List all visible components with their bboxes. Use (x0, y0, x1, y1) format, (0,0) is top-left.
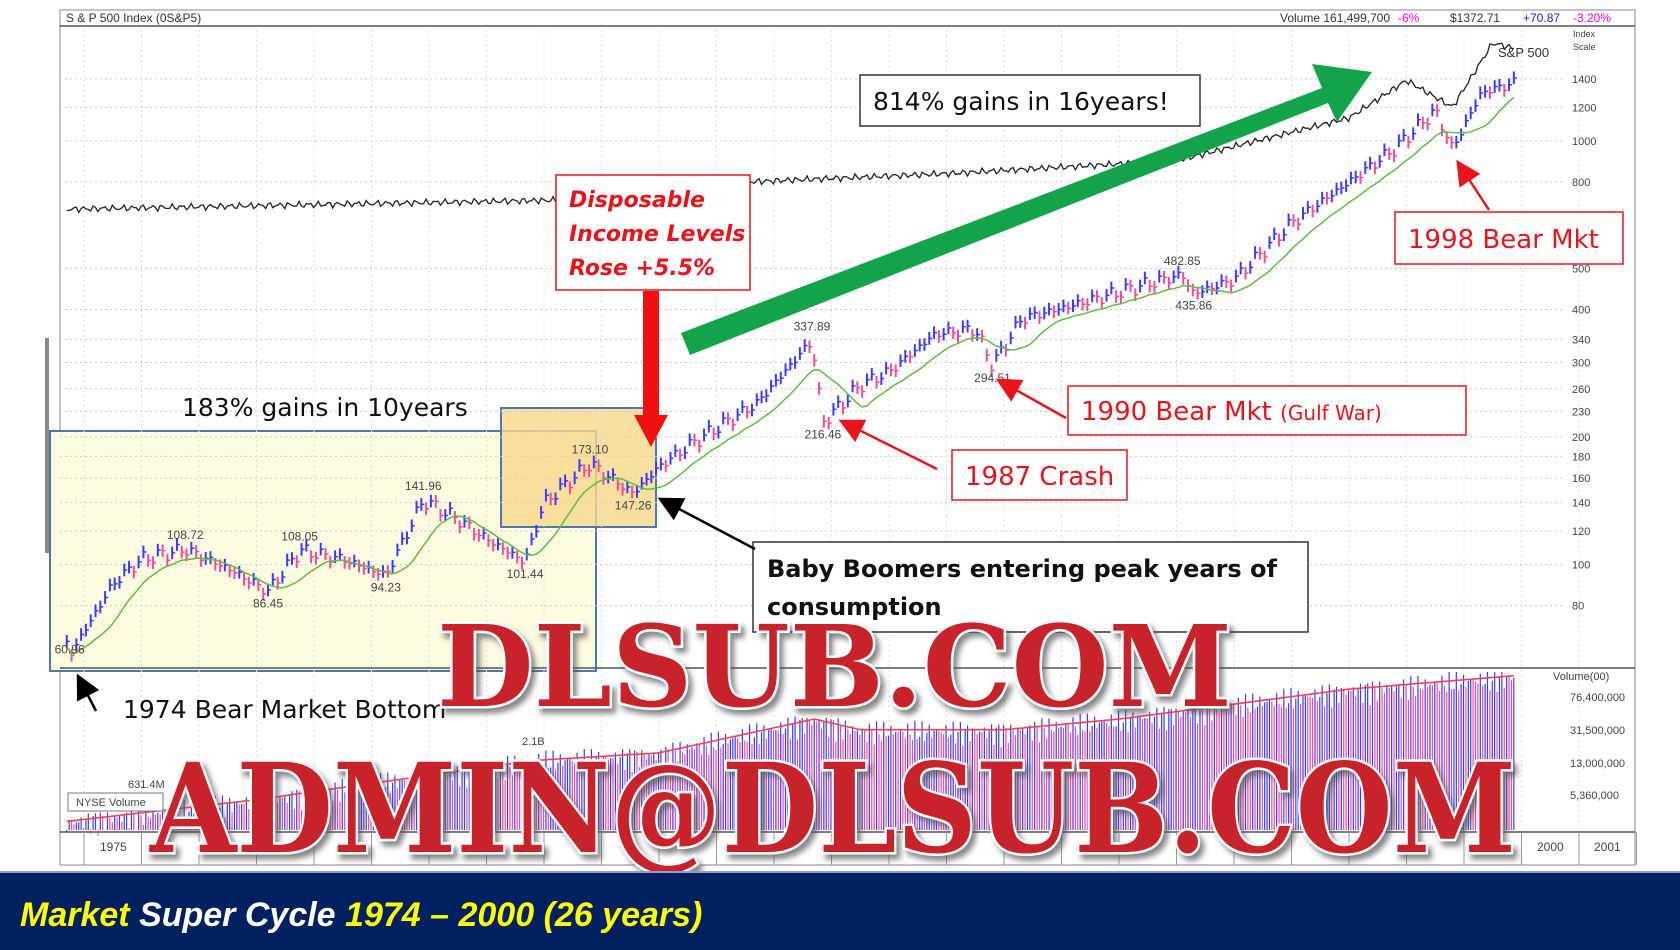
x-tick-label: 2001 (1594, 840, 1621, 854)
price-point-label: 216.46 (805, 427, 842, 441)
bear-bottom-text: 1974 Bear Market Bottom (123, 695, 446, 724)
y-tick-label: 1000 (1572, 136, 1596, 148)
price-point-label: 482.85 (1164, 254, 1201, 268)
bear-1998-box (1394, 211, 1624, 265)
nyse-volume-tag (67, 792, 164, 812)
footer-band (0, 871, 1680, 950)
y-tick-label: 800 (1572, 177, 1590, 189)
left-scroll-handle[interactable] (45, 338, 49, 553)
volume-axis-label: Volume(00) (1553, 671, 1609, 683)
bear-1998-arrow (1456, 159, 1491, 211)
bear-1990-box (1067, 385, 1467, 436)
volume-annotation: 2.1B (522, 736, 545, 748)
relative-line-layer (66, 42, 1514, 214)
footer-title: Market Super Cycle 1974 – 2000 (26 years… (20, 896, 702, 934)
volume-tick: 31,500,000 (1570, 725, 1625, 737)
volume-moving-average (66, 674, 1514, 823)
volume-annotation: 631.4M (128, 779, 165, 791)
baby-boomers-box (752, 541, 1309, 633)
boomers-arrow (657, 497, 756, 551)
price-point-label: 108.05 (281, 529, 318, 543)
y-tick-label: 230 (1572, 406, 1590, 418)
y-tick-label: 1200 (1572, 102, 1596, 114)
crash-1987-text: 1987 Crash (965, 462, 1114, 492)
price-point-label: 435.86 (1175, 299, 1212, 313)
watermark: DLSUB.COM ADMIN@DLSUB.COM (147, 600, 1519, 885)
y-tick-label: 80 (1572, 601, 1584, 613)
nyse-volume-label: NYSE Volume (76, 797, 146, 809)
red-down-arrow (634, 291, 668, 447)
y-tick-label: 140 (1572, 498, 1590, 510)
volume-tick: 5,360,000 (1570, 790, 1619, 802)
volume-change: -6% (1398, 11, 1420, 25)
y-tick-label: 160 (1572, 473, 1590, 485)
price-point-label: 94.23 (371, 581, 401, 595)
volume-tick: 76,400,000 (1570, 692, 1625, 704)
watermark-line1: DLSUB.COM (437, 602, 1232, 733)
y-tick-label: 500 (1572, 263, 1590, 275)
disposable-income-box (555, 174, 751, 291)
sp500-relative-line (66, 42, 1514, 214)
sp500-line-label: S&P 500 (1498, 45, 1549, 60)
chart-title: S & P 500 Index (0S&P5) (66, 11, 201, 25)
price-point-label: 86.45 (253, 596, 283, 610)
gains-16-box (859, 74, 1201, 127)
index-scale-label: Index (1573, 29, 1596, 39)
y-tick-label: 100 (1572, 560, 1590, 572)
price-readout: $1372.71 (1450, 11, 1500, 25)
price-change: +70.87 (1523, 11, 1560, 25)
watermark-line2: ADMIN@DLSUB.COM (149, 737, 1516, 882)
baby-boomers-text: consumption (767, 593, 942, 621)
bear-1990-arrow (995, 378, 1067, 420)
gains-10-text: 183% gains in 10years (182, 393, 468, 422)
bear-1998-text: 1998 Bear Mkt (1408, 225, 1599, 255)
y-tick-label: 200 (1572, 432, 1590, 444)
bear-1990-label: 1990 Bear Mkt (1081, 397, 1272, 427)
bottom-arrow (76, 673, 100, 712)
volume-readout: Volume 161,499,700 (1280, 11, 1390, 25)
disposable-income-text: Income Levels (569, 222, 745, 247)
crash-1987-arrow (838, 419, 938, 471)
green-trend-arrow (681, 64, 1372, 355)
moving-average-layer (66, 96, 1515, 655)
volume-tick: 13,000,000 (1570, 758, 1625, 770)
y-tick-label: 1400 (1572, 74, 1596, 86)
y-tick-label: 400 (1572, 305, 1590, 317)
price-point-label: 337.89 (794, 320, 831, 334)
price-point-label: 101.44 (507, 567, 544, 581)
y-tick-label: 180 (1572, 451, 1590, 463)
bear-1990-text: 1990 Bear Mkt (Gulf War) (1081, 397, 1382, 427)
bear-1990-note: (Gulf War) (1280, 401, 1382, 425)
price-change-pct: -3.20% (1573, 11, 1611, 25)
y-tick-label: 340 (1572, 334, 1590, 346)
y-tick-label: 300 (1572, 357, 1590, 369)
x-axis (83, 832, 1637, 865)
y-tick-label: 120 (1572, 526, 1590, 538)
crash-1987-box (951, 449, 1128, 501)
x-tick-label: 1975 (100, 840, 127, 854)
volume-layer (66, 672, 1515, 836)
y-axis: 1400 1200 1000 800 500 400 340 300 260 230 200 180 1… (1572, 74, 1596, 613)
disposable-income-text: Rose +5.5% (569, 256, 715, 281)
footer-part1: Market (20, 896, 131, 934)
moving-average-line (66, 96, 1515, 655)
price-point-label: 147.26 (615, 498, 652, 512)
footer-part3: 1974 – 2000 (26 years) (345, 896, 702, 934)
x-tick-label: 2000 (1537, 840, 1564, 854)
point-labels-layer: 60.96 108.72 86.45 108.05 94.23 141.96 101.44 1… (55, 254, 1213, 657)
gains-16-text: 814% gains in 16years! (873, 87, 1169, 116)
disposable-income-text: Disposable (569, 188, 705, 213)
price-point-label: 173.10 (572, 443, 609, 457)
price-point-label: 141.96 (405, 479, 442, 493)
baby-boomers-text: Baby Boomers entering peak years of (767, 555, 1278, 583)
footer-part2: Super Cycle (139, 896, 336, 934)
price-point-label: 60.96 (55, 643, 85, 657)
price-point-label: 108.72 (167, 528, 204, 542)
index-scale-label: Scale (1573, 42, 1596, 52)
y-tick-label: 260 (1572, 384, 1590, 396)
